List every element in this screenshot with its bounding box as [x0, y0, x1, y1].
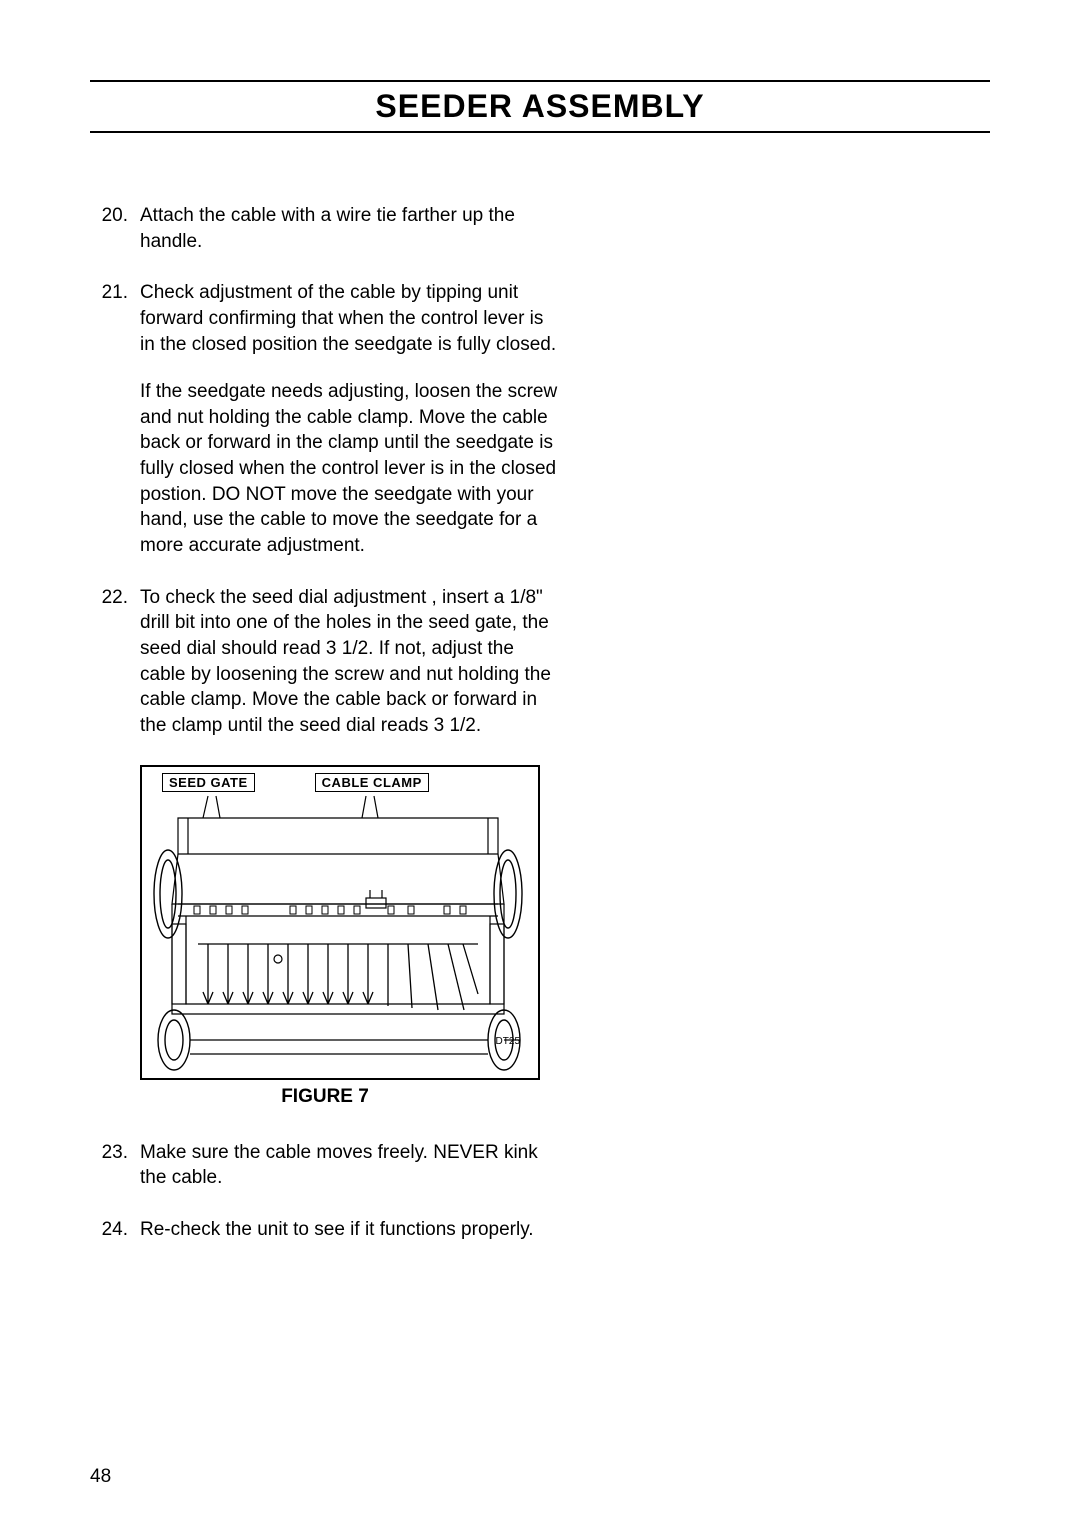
label-cable-clamp: CABLE CLAMP [315, 773, 429, 792]
step-text: Re-check the unit to see if it functions… [140, 1217, 560, 1243]
step-number: 24. [90, 1217, 140, 1243]
step-text: To check the seed dial adjustment , inse… [140, 585, 560, 739]
step-21-extra: If the seedgate needs adjusting, loosen … [140, 379, 560, 558]
step-number: 22. [90, 585, 140, 739]
step-number: 23. [90, 1140, 140, 1191]
page: SEEDER ASSEMBLY 20. Attach the cable wit… [0, 0, 1080, 1528]
left-column: 20. Attach the cable with a wire tie far… [90, 203, 560, 1242]
step-text: Make sure the cable moves freely. NEVER … [140, 1140, 560, 1191]
title-rule-wrap: SEEDER ASSEMBLY [90, 80, 990, 133]
label-seed-gate: SEED GATE [162, 773, 255, 792]
page-number: 48 [90, 1466, 111, 1488]
step-24: 24. Re-check the unit to see if it funct… [90, 1217, 560, 1243]
figure-7: SEED GATE CABLE CLAMP [140, 765, 540, 1080]
step-text: Attach the cable with a wire tie farther… [140, 203, 560, 254]
figure-labels-row: SEED GATE CABLE CLAMP [148, 773, 532, 792]
step-23: 23. Make sure the cable moves freely. NE… [90, 1140, 560, 1191]
steps-list-lower: 23. Make sure the cable moves freely. NE… [90, 1140, 560, 1243]
figure-caption: FIGURE 7 [90, 1086, 560, 1108]
step-number: 20. [90, 203, 140, 254]
page-title: SEEDER ASSEMBLY [90, 82, 990, 131]
step-number: 21. [90, 280, 140, 558]
step-21-main: Check adjustment of the cable by tipping… [140, 282, 556, 354]
step-22: 22. To check the seed dial adjustment , … [90, 585, 560, 739]
figure-tag: DT25 [496, 1036, 521, 1047]
step-21: 21. Check adjustment of the cable by tip… [90, 280, 560, 558]
step-text: Check adjustment of the cable by tipping… [140, 280, 560, 558]
seeder-diagram-svg: DT25 [148, 794, 528, 1074]
step-20: 20. Attach the cable with a wire tie far… [90, 203, 560, 254]
steps-list: 20. Attach the cable with a wire tie far… [90, 203, 560, 739]
